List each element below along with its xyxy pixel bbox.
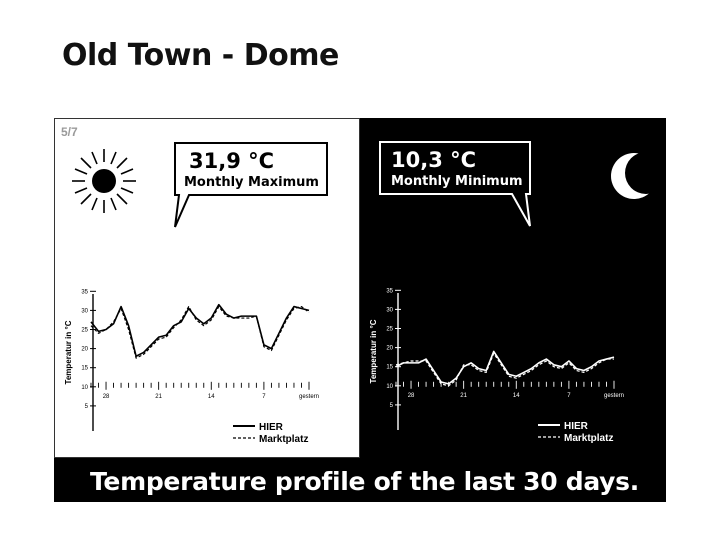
series-hier (90, 303, 310, 358)
x-tick-label: 28 (408, 393, 415, 399)
speech-bubble (379, 141, 531, 227)
y-axis-label: Temperatur in °C (369, 319, 378, 383)
series-marktplatz (90, 305, 310, 359)
x-tick-label: 14 (513, 393, 520, 399)
y-tick-label: 10 (81, 385, 88, 391)
caption-bar: Temperature profile of the last 30 days. (54, 458, 666, 502)
x-tick-label: 21 (460, 393, 467, 399)
y-tick-label: 15 (81, 366, 88, 372)
x-tick-label: gestern (299, 394, 319, 400)
x-tick-label: 14 (208, 394, 215, 400)
x-tick-label: 28 (103, 394, 110, 400)
night-panel-graphics: Temperatur in °C 5 10 15 20 25 30 35 28 21 14 7 gest… (369, 141, 666, 444)
series-marktplatz (395, 352, 614, 387)
day-temperature-chart: Temperatur in °C 5 10 15 20 25 30 35 28 21 14 7 gest… (64, 289, 319, 445)
speech-bubble (174, 142, 328, 228)
x-tick-label: 7 (567, 393, 571, 399)
legend-label: Marktplatz (564, 433, 613, 444)
x-tick-label: 21 (155, 394, 162, 400)
x-tick-label: 7 (262, 394, 266, 400)
moon-icon (611, 152, 666, 199)
y-tick-label: 5 (85, 404, 89, 410)
day-panel: Temperatur in °C 5 10 15 20 25 30 35 28 21 14 7 gest… (54, 118, 360, 458)
x-tick-label: gestern (604, 393, 624, 399)
y-tick-label: 30 (81, 308, 88, 314)
monthly-maximum-label: Monthly Maximum (184, 175, 319, 190)
legend-label: HIER (564, 421, 589, 432)
y-tick-label: 30 (386, 307, 393, 313)
page-title: Old Town - Dome (62, 38, 339, 73)
page-number: 5/7 (61, 125, 78, 139)
legend-label: Marktplatz (259, 434, 308, 445)
y-axis-label: Temperatur in °C (64, 320, 73, 384)
y-tick-label: 25 (81, 328, 88, 334)
y-tick-label: 20 (81, 347, 88, 353)
slide-caption: Temperature profile of the last 30 days. (90, 467, 639, 496)
y-tick-label: 35 (81, 289, 88, 295)
sun-icon (72, 149, 136, 213)
y-tick-label: 35 (386, 288, 393, 294)
y-tick-label: 20 (386, 346, 393, 352)
day-panel-graphics: Temperatur in °C 5 10 15 20 25 30 35 28 21 14 7 gest… (64, 142, 328, 445)
series-hier (395, 350, 615, 385)
monthly-maximum-value: 31,9 °C (189, 149, 275, 173)
night-temperature-chart: Temperatur in °C 5 10 15 20 25 30 35 28 21 14 7 gest… (369, 288, 624, 444)
y-tick-label: 25 (386, 327, 393, 333)
monthly-minimum-label: Monthly Minimum (391, 174, 523, 189)
y-tick-label: 5 (390, 403, 394, 409)
night-panel: Temperatur in °C 5 10 15 20 25 30 35 28 21 14 7 gest… (360, 118, 666, 458)
legend-label: HIER (259, 422, 284, 433)
y-tick-label: 10 (386, 384, 393, 390)
monthly-minimum-value: 10,3 °C (391, 148, 477, 172)
y-tick-label: 15 (386, 365, 393, 371)
